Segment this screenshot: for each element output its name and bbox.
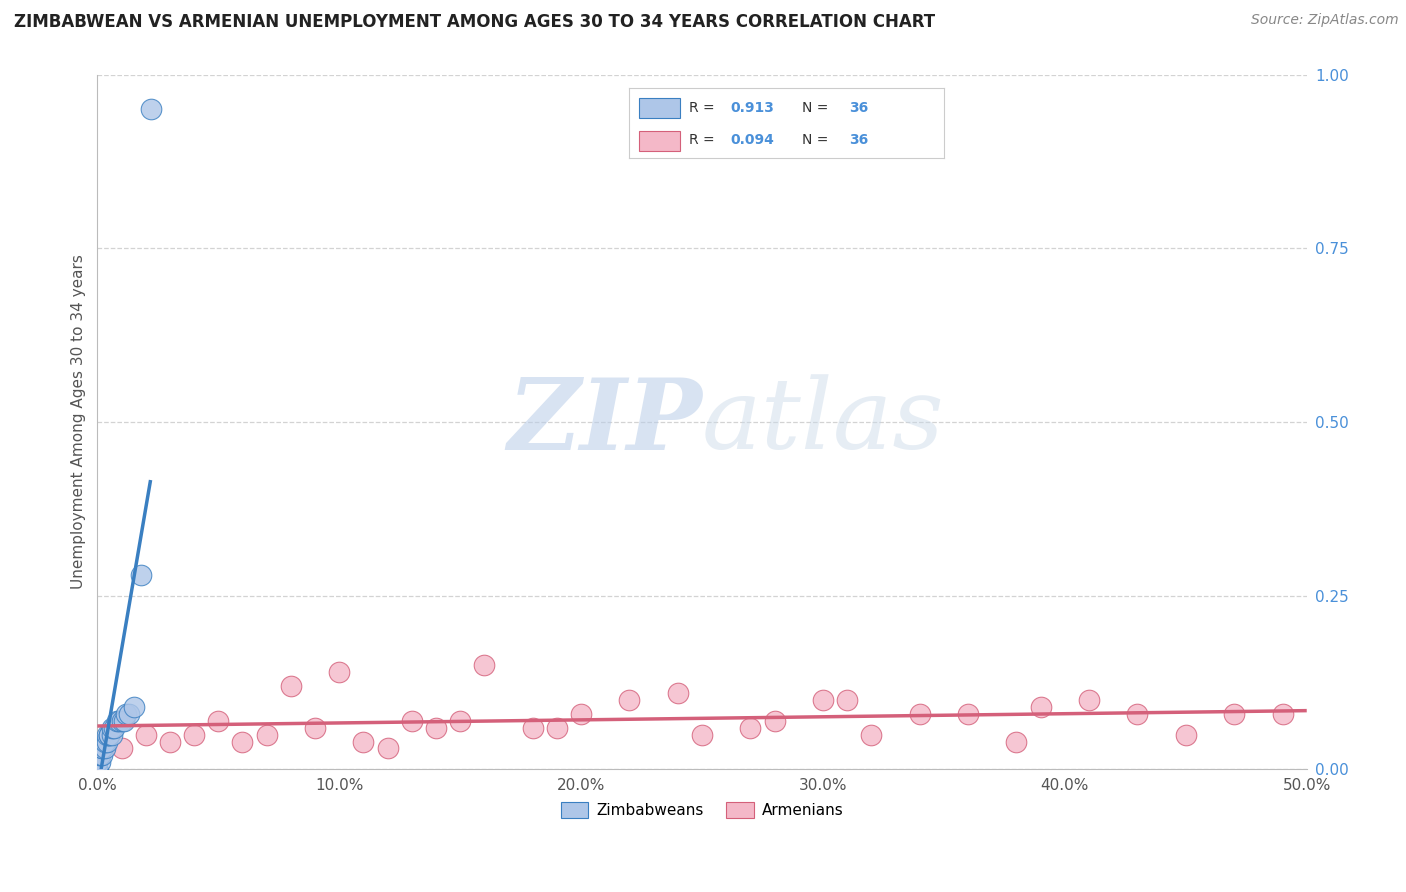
Point — [619, 693, 641, 707]
Point — [207, 714, 229, 728]
Point — [86, 762, 108, 776]
Point — [91, 741, 114, 756]
Point — [110, 741, 132, 756]
Point — [86, 762, 108, 776]
Text: ZIP: ZIP — [508, 374, 702, 470]
Point — [108, 714, 131, 728]
Point — [86, 762, 108, 776]
Point — [1174, 728, 1197, 742]
Point — [957, 706, 980, 721]
Point — [472, 658, 495, 673]
Point — [86, 762, 108, 776]
Point — [1029, 699, 1052, 714]
Point — [86, 762, 108, 776]
Point — [352, 734, 374, 748]
Point — [93, 734, 115, 748]
Point — [666, 686, 689, 700]
Point — [377, 741, 399, 756]
Point — [89, 748, 111, 763]
Point — [256, 728, 278, 742]
Point — [908, 706, 931, 721]
Point — [1005, 734, 1028, 748]
Point — [280, 679, 302, 693]
Point — [129, 567, 152, 582]
Point — [183, 728, 205, 742]
Point — [860, 728, 883, 742]
Point — [110, 714, 132, 728]
Point — [425, 721, 447, 735]
Y-axis label: Unemployment Among Ages 30 to 34 years: Unemployment Among Ages 30 to 34 years — [72, 254, 86, 590]
Point — [112, 714, 135, 728]
Point — [98, 728, 121, 742]
Point — [89, 748, 111, 763]
Point — [522, 721, 544, 735]
Point — [115, 706, 138, 721]
Point — [811, 693, 834, 707]
Point — [105, 714, 128, 728]
Point — [1223, 706, 1246, 721]
Point — [93, 741, 115, 756]
Point — [86, 762, 108, 776]
Point — [86, 762, 108, 776]
Point — [763, 714, 786, 728]
Text: Source: ZipAtlas.com: Source: ZipAtlas.com — [1251, 13, 1399, 28]
Point — [1126, 706, 1149, 721]
Point — [135, 728, 157, 742]
Point — [1271, 706, 1294, 721]
Text: ZIMBABWEAN VS ARMENIAN UNEMPLOYMENT AMONG AGES 30 TO 34 YEARS CORRELATION CHART: ZIMBABWEAN VS ARMENIAN UNEMPLOYMENT AMON… — [14, 13, 935, 31]
Text: atlas: atlas — [702, 375, 945, 469]
Point — [569, 706, 592, 721]
Point — [101, 728, 124, 742]
Point — [837, 693, 859, 707]
Point — [740, 721, 762, 735]
Point — [98, 728, 121, 742]
Point — [304, 721, 326, 735]
Point — [449, 714, 471, 728]
Point — [101, 721, 124, 735]
Point — [91, 741, 114, 756]
Point — [86, 762, 108, 776]
Point — [91, 748, 114, 763]
Point — [1078, 693, 1101, 707]
Point — [122, 699, 145, 714]
Point — [86, 762, 108, 776]
Point — [546, 721, 568, 735]
Point — [86, 762, 108, 776]
Legend: Zimbabweans, Armenians: Zimbabweans, Armenians — [555, 796, 849, 824]
Point — [89, 756, 111, 770]
Point — [86, 756, 108, 770]
Point — [159, 734, 181, 748]
Point — [96, 734, 118, 748]
Point — [103, 721, 125, 735]
Point — [96, 728, 118, 742]
Point — [139, 102, 162, 116]
Point — [86, 762, 108, 776]
Point — [328, 665, 350, 679]
Point — [690, 728, 713, 742]
Point — [118, 706, 141, 721]
Point — [401, 714, 423, 728]
Point — [231, 734, 253, 748]
